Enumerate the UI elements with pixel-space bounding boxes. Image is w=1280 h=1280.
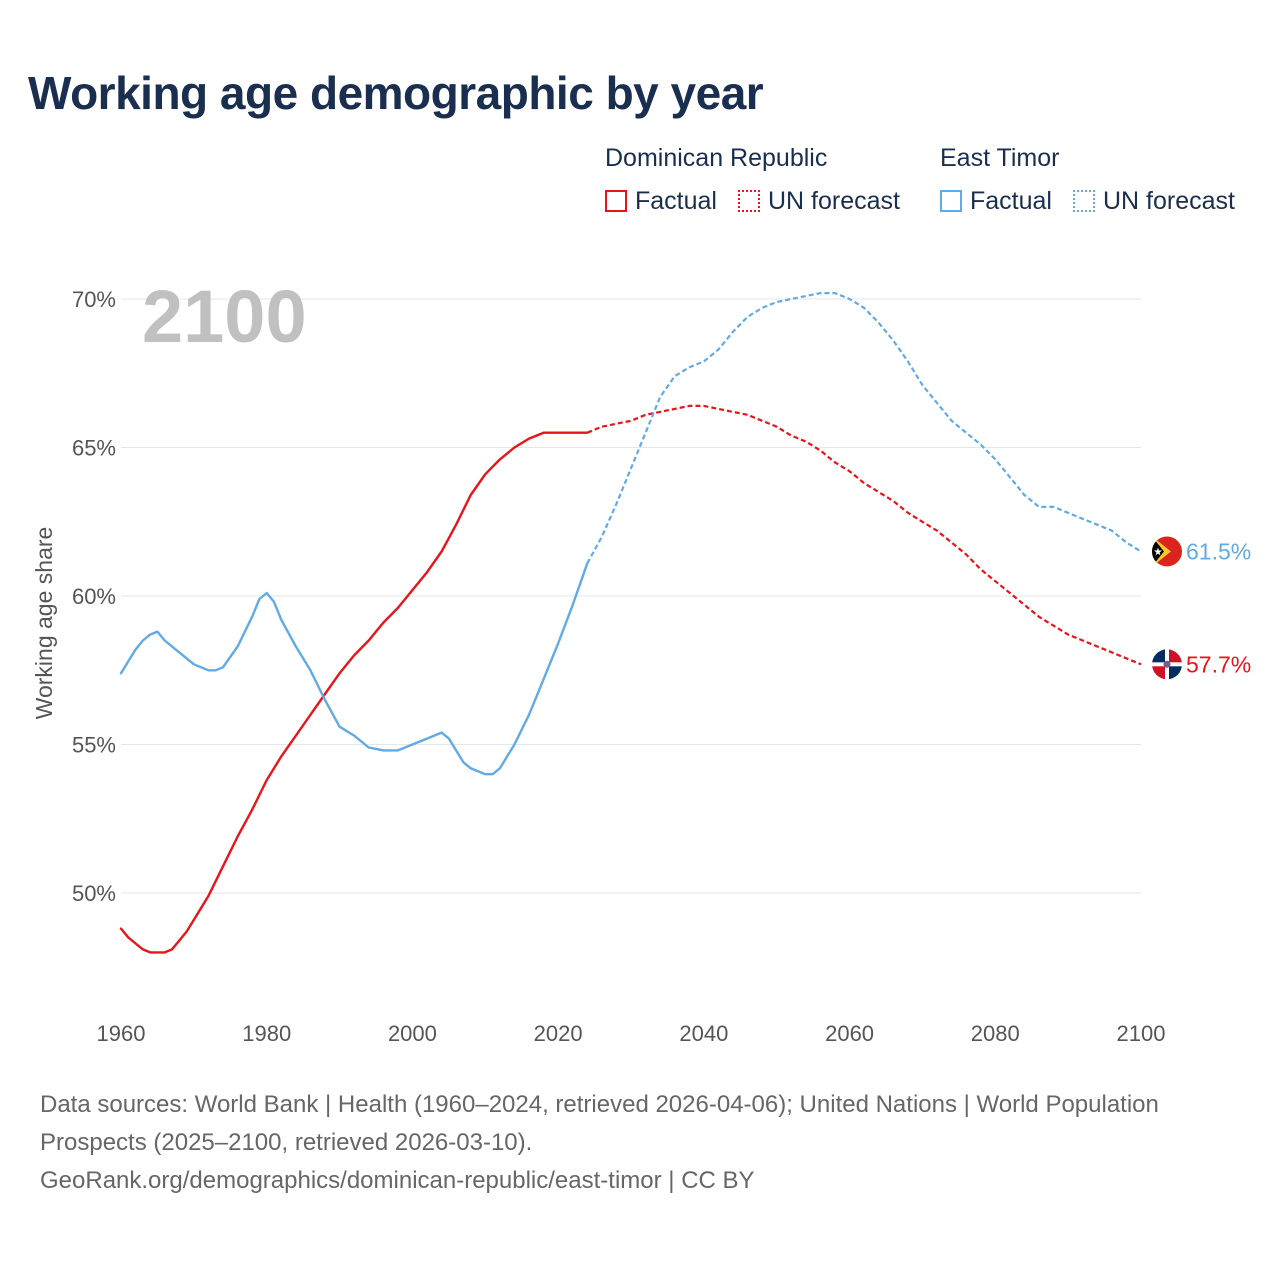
legend-east-timor-forecast[interactable]: UN forecast	[1073, 186, 1235, 216]
x-tick-label: 2000	[388, 1021, 437, 1046]
y-axis-label: Working age share	[31, 527, 57, 720]
y-tick-label: 65%	[72, 436, 116, 461]
legend-dominican-forecast-label: UN forecast	[768, 186, 900, 215]
credit-link[interactable]: GeoRank.org/demographics/dominican-repub…	[40, 1167, 755, 1194]
legend-dominican-title: Dominican Republic	[605, 144, 828, 172]
data-sources: Data sources: World Bank | Health (1960–…	[40, 1091, 1159, 1156]
x-tick-label: 2080	[971, 1021, 1020, 1046]
year-watermark: 2100	[142, 275, 307, 358]
y-tick-label: 70%	[72, 287, 116, 312]
y-tick-label: 50%	[72, 881, 116, 906]
series-line-east-timor-forecast[interactable]	[586, 292, 1142, 564]
y-tick-label: 55%	[72, 733, 116, 758]
x-axis-ticks: 1960 1980 2000 2020 2040 2060 2080 2100	[97, 1021, 1166, 1046]
gridlines	[121, 298, 1141, 894]
legend-east-timor-forecast-label: UN forecast	[1103, 186, 1235, 215]
x-tick-label: 2040	[679, 1021, 728, 1046]
east-timor-flag-icon	[1152, 536, 1182, 567]
legend-dominican-factual[interactable]: Factual	[605, 186, 717, 216]
legend-swatch-dotted-red	[738, 190, 760, 212]
y-axis-ticks: 50% 55% 60% 65% 70%	[72, 287, 116, 906]
x-tick-label: 2020	[534, 1021, 583, 1046]
legend-swatch-dotted-blue	[1073, 190, 1095, 212]
legend-swatch-solid-blue	[940, 190, 962, 212]
footer: Data sources: World Bank | Health (1960–…	[40, 1086, 1220, 1200]
x-tick-label: 1980	[242, 1021, 291, 1046]
legend-swatch-solid-red	[605, 190, 627, 212]
end-value-label: 57.7%	[1186, 651, 1251, 677]
legend-dominican-factual-label: Factual	[635, 186, 717, 215]
x-tick-label: 1960	[97, 1021, 146, 1046]
legend-east-timor-title: East Timor	[940, 144, 1060, 172]
chart-title: Working age demographic by year	[28, 67, 764, 119]
dominican-republic-flag-icon	[1152, 649, 1182, 680]
legend-east-timor-factual[interactable]: Factual	[940, 186, 1052, 216]
legend-east-timor-factual-label: Factual	[970, 186, 1052, 215]
x-tick-label: 2060	[825, 1021, 874, 1046]
y-tick-label: 60%	[72, 584, 116, 609]
series-line-east-timor-factual[interactable]	[119, 562, 589, 776]
legend-dominican-forecast[interactable]: UN forecast	[738, 186, 900, 216]
series-line-dominican-factual[interactable]	[119, 431, 589, 954]
series-lines	[119, 292, 1142, 954]
end-value-label: 61.5%	[1186, 538, 1251, 564]
x-tick-label: 2100	[1117, 1021, 1166, 1046]
series-endpoints: 57.7% 61.5%	[1152, 536, 1251, 680]
series-line-dominican-forecast[interactable]	[586, 404, 1142, 666]
